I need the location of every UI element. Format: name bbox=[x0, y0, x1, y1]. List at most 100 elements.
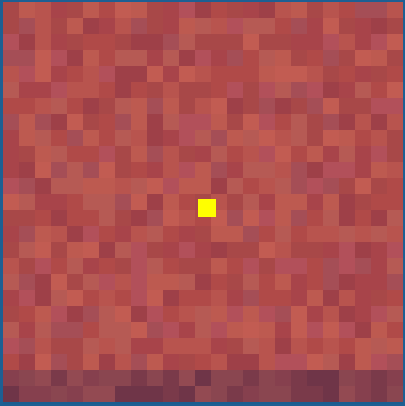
image-tile bbox=[115, 242, 131, 258]
image-tile bbox=[243, 354, 259, 370]
image-tile bbox=[51, 242, 67, 258]
image-tile bbox=[163, 18, 179, 34]
image-tile bbox=[291, 178, 307, 194]
image-tile bbox=[35, 66, 51, 82]
image-tile bbox=[131, 130, 147, 146]
image-tile bbox=[323, 242, 339, 258]
image-tile bbox=[3, 18, 19, 34]
image-tile bbox=[243, 322, 259, 338]
image-tile bbox=[83, 178, 99, 194]
image-tile bbox=[387, 2, 403, 18]
image-tile bbox=[371, 114, 387, 130]
image-tile bbox=[19, 210, 35, 226]
image-tile bbox=[275, 226, 291, 242]
image-tile bbox=[67, 322, 83, 338]
image-tile bbox=[51, 338, 67, 354]
image-tile bbox=[179, 226, 195, 242]
image-tile bbox=[307, 370, 323, 386]
image-tile bbox=[291, 18, 307, 34]
image-tile bbox=[387, 226, 403, 242]
image-tile bbox=[35, 146, 51, 162]
image-tile bbox=[35, 114, 51, 130]
image-tile bbox=[307, 82, 323, 98]
image-tile bbox=[51, 130, 67, 146]
image-tile bbox=[179, 18, 195, 34]
image-tile bbox=[35, 258, 51, 274]
image-tile bbox=[83, 50, 99, 66]
image-tile bbox=[67, 34, 83, 50]
image-tile bbox=[3, 98, 19, 114]
image-tile bbox=[339, 50, 355, 66]
image-tile bbox=[227, 258, 243, 274]
image-tile bbox=[259, 306, 275, 322]
image-tile bbox=[195, 114, 211, 130]
image-tile bbox=[323, 306, 339, 322]
image-tile bbox=[387, 130, 403, 146]
image-tile bbox=[307, 274, 323, 290]
image-tile bbox=[3, 242, 19, 258]
image-tile bbox=[67, 274, 83, 290]
image-tile bbox=[291, 82, 307, 98]
yellow-square-marker-icon[interactable] bbox=[198, 199, 216, 217]
image-tile bbox=[51, 306, 67, 322]
image-tile bbox=[19, 34, 35, 50]
image-tile bbox=[163, 258, 179, 274]
image-tile bbox=[163, 210, 179, 226]
image-tile bbox=[243, 162, 259, 178]
image-tile bbox=[3, 338, 19, 354]
image-tile bbox=[259, 82, 275, 98]
image-tile bbox=[387, 98, 403, 114]
image-tile bbox=[195, 146, 211, 162]
image-tile bbox=[227, 354, 243, 370]
image-tile bbox=[99, 354, 115, 370]
image-tile bbox=[179, 162, 195, 178]
image-tile bbox=[259, 370, 275, 386]
image-tile bbox=[131, 322, 147, 338]
image-tile bbox=[115, 210, 131, 226]
image-tile bbox=[323, 290, 339, 306]
image-tile bbox=[3, 66, 19, 82]
image-tile bbox=[227, 306, 243, 322]
image-tile bbox=[275, 370, 291, 386]
image-tile bbox=[211, 162, 227, 178]
image-tile bbox=[195, 290, 211, 306]
image-tile bbox=[307, 98, 323, 114]
image-tile bbox=[387, 386, 403, 402]
image-tile bbox=[259, 2, 275, 18]
image-tile bbox=[339, 66, 355, 82]
image-tile bbox=[291, 370, 307, 386]
image-tile bbox=[147, 98, 163, 114]
image-tile bbox=[3, 386, 19, 402]
image-tile bbox=[67, 386, 83, 402]
image-tile bbox=[147, 34, 163, 50]
image-tile bbox=[179, 210, 195, 226]
image-tile bbox=[275, 178, 291, 194]
image-tile bbox=[115, 354, 131, 370]
image-tile bbox=[323, 146, 339, 162]
image-tile bbox=[195, 226, 211, 242]
image-tile bbox=[355, 338, 371, 354]
image-tile bbox=[19, 18, 35, 34]
image-tile bbox=[259, 114, 275, 130]
image-tile bbox=[387, 82, 403, 98]
image-tile bbox=[307, 338, 323, 354]
image-tile bbox=[131, 306, 147, 322]
image-tile bbox=[115, 258, 131, 274]
image-tile bbox=[259, 34, 275, 50]
image-tile bbox=[115, 98, 131, 114]
image-tile bbox=[179, 322, 195, 338]
image-tile bbox=[83, 338, 99, 354]
image-tile bbox=[99, 18, 115, 34]
image-tile bbox=[339, 290, 355, 306]
image-tile bbox=[99, 194, 115, 210]
image-tile bbox=[115, 306, 131, 322]
image-tile bbox=[371, 322, 387, 338]
image-tile bbox=[163, 290, 179, 306]
image-tile bbox=[67, 82, 83, 98]
image-tile bbox=[131, 290, 147, 306]
image-tile bbox=[323, 226, 339, 242]
image-tile bbox=[323, 370, 339, 386]
image-tile bbox=[67, 242, 83, 258]
image-tile bbox=[355, 322, 371, 338]
